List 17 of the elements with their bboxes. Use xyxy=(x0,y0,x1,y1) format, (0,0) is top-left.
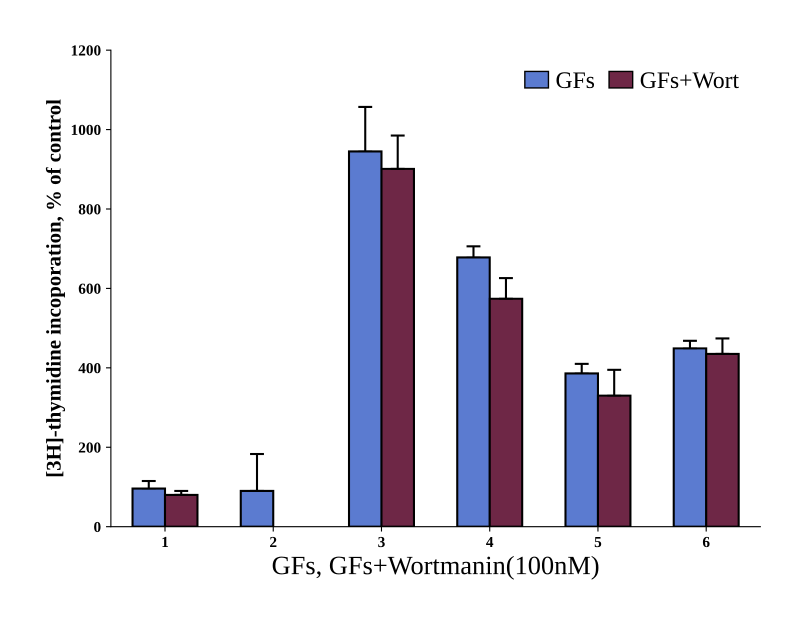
x-tick-label: 4 xyxy=(486,536,494,548)
y-tick-label: 800 xyxy=(78,204,101,214)
x-tick-label: 6 xyxy=(702,536,710,548)
y-tick-label: 600 xyxy=(78,284,101,294)
x-tick-label: 5 xyxy=(594,537,602,548)
legend-label: GFs+Wort xyxy=(640,72,739,88)
y-tick-label: 0 xyxy=(94,522,101,532)
y-tick-label: 400 xyxy=(78,362,101,374)
legend-label: GFs xyxy=(556,72,594,88)
x-tick-label: 3 xyxy=(378,536,385,548)
x-axis-title: GFs, GFs+Wortmanin(100nM) xyxy=(272,556,598,580)
x-tick-label: 2 xyxy=(270,536,276,548)
y-axis-title: [3H]-thymidine incoporation, % of control xyxy=(46,99,66,476)
y-tick-label: 1200 xyxy=(72,45,101,56)
y-tick-label: 200 xyxy=(78,442,101,453)
x-tick-label: 1 xyxy=(162,536,168,548)
y-tick-label: 1000 xyxy=(72,124,101,136)
